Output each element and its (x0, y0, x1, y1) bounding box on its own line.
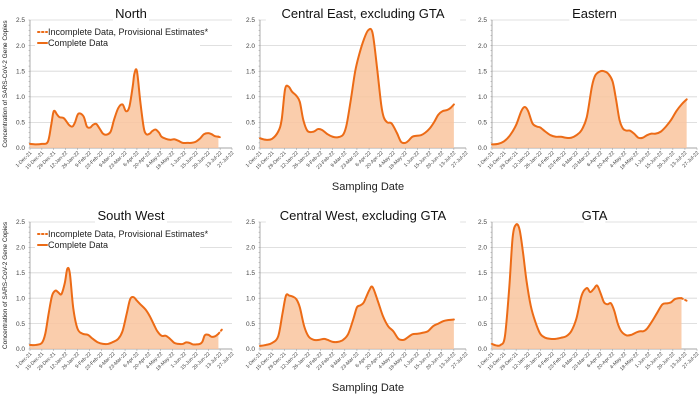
y-tick-label: 2.5 (478, 17, 487, 24)
panel-title: Central West, excluding GTA (280, 208, 447, 223)
y-tick-label: 1.5 (478, 270, 487, 277)
line-complete-data (491, 223, 683, 347)
y-tick-label: 0.5 (16, 120, 25, 127)
area-complete-data (260, 286, 454, 349)
y-tick-label: 1.5 (16, 68, 25, 75)
legend-background (35, 227, 200, 249)
legend-label-complete: Complete Data (48, 38, 108, 48)
area-complete-data (492, 224, 682, 349)
y-tick-label: 1.5 (246, 68, 255, 75)
y-tick-label: 0.0 (16, 346, 25, 353)
y-tick-label: 2.0 (478, 43, 487, 50)
area-complete-data (30, 267, 219, 349)
y-tick-label: 0.0 (246, 346, 255, 353)
y-tick-label: 0.0 (246, 145, 255, 152)
y-axis-label: Concentration of SARS-CoV-2 Gene Copies (2, 221, 9, 349)
legend-label-incomplete: Incomplete Data, Provisional Estimates* (48, 229, 209, 239)
area-complete-data (260, 28, 454, 148)
panel-eastern: 0.00.51.01.52.02.51-Dec-2115-Dec-2129-De… (477, 6, 700, 171)
legend-label-complete: Complete Data (48, 240, 108, 250)
panel-title: Eastern (572, 6, 617, 21)
y-tick-label: 2.0 (16, 245, 25, 252)
y-tick-label: 2.0 (478, 245, 487, 252)
line-complete-data (259, 27, 455, 145)
legend-background (35, 25, 200, 47)
line-incomplete-data (217, 328, 223, 335)
y-tick-label: 1.0 (16, 94, 25, 101)
y-tick-label: 0.0 (478, 145, 487, 152)
y-tick-label: 1.0 (16, 295, 25, 302)
x-axis-label: Sampling Date (332, 181, 404, 193)
y-tick-label: 0.0 (16, 145, 25, 152)
y-tick-label: 0.5 (16, 321, 25, 328)
legend: Incomplete Data, Provisional Estimates*C… (35, 227, 209, 250)
title-backing (265, 209, 461, 223)
y-tick-label: 1.0 (246, 94, 255, 101)
title-backing (583, 209, 606, 223)
y-tick-label: 1.0 (246, 295, 255, 302)
y-tick-label: 2.5 (246, 219, 255, 226)
line-complete-data (29, 266, 220, 347)
panel-north: 0.00.51.01.52.02.51-Dec-2115-Dec-2129-De… (2, 6, 236, 171)
legend-label-incomplete: Incomplete Data, Provisional Estimates* (48, 27, 209, 37)
y-axis-label: Concentration of SARS-CoV-2 Gene Copies (2, 20, 9, 148)
panel-south-west: 0.00.51.01.52.02.51-Dec-2115-Dec-2129-De… (2, 208, 236, 372)
title-backing (113, 7, 149, 21)
panel-title: South West (98, 208, 165, 223)
panel-title: GTA (582, 208, 608, 223)
y-tick-label: 2.5 (246, 17, 255, 24)
panel-title: Central East, excluding GTA (281, 6, 444, 21)
line-incomplete-data (680, 297, 688, 302)
y-tick-label: 0.5 (478, 120, 487, 127)
y-tick-label: 2.5 (16, 17, 25, 24)
y-tick-label: 2.5 (16, 219, 25, 226)
panel-central-west-excluding-gta: 0.00.51.01.52.02.51-Dec-2115-Dec-2129-De… (245, 208, 470, 394)
title-backing (569, 7, 620, 21)
panel-central-east-excluding-gta: 0.00.51.01.52.02.51-Dec-2115-Dec-2129-De… (245, 6, 470, 193)
line-incomplete-data (217, 135, 223, 139)
y-tick-label: 2.0 (246, 245, 255, 252)
y-tick-label: 2.0 (246, 43, 255, 50)
x-axis-label: Sampling Date (332, 382, 404, 394)
panel-gta: 0.00.51.01.52.02.51-Dec-2115-Dec-2129-De… (477, 208, 700, 372)
y-tick-label: 0.5 (246, 321, 255, 328)
y-tick-label: 0.5 (478, 321, 487, 328)
y-tick-label: 1.0 (478, 94, 487, 101)
y-tick-label: 0.5 (246, 120, 255, 127)
y-tick-label: 2.0 (16, 43, 25, 50)
line-complete-data (259, 285, 455, 347)
title-backing (95, 209, 167, 223)
y-tick-label: 1.0 (478, 295, 487, 302)
y-tick-label: 1.5 (246, 270, 255, 277)
title-backing (265, 7, 461, 21)
panel-title: North (115, 6, 147, 21)
line-complete-data (491, 69, 688, 146)
legend: Incomplete Data, Provisional Estimates*C… (35, 25, 209, 48)
y-tick-label: 2.5 (478, 219, 487, 226)
y-tick-label: 0.0 (478, 346, 487, 353)
y-tick-label: 1.5 (478, 68, 487, 75)
y-tick-label: 1.5 (16, 270, 25, 277)
line-complete-data (29, 68, 220, 146)
